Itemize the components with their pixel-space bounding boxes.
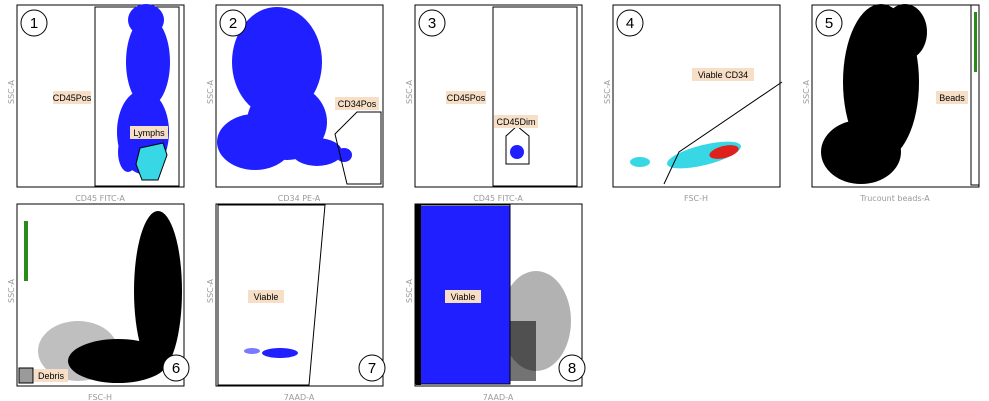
plot-frame (16, 4, 185, 188)
x-axis-label: CD45 FITC-A (473, 194, 523, 203)
gate-cd45pos (492, 6, 578, 187)
plot-panel-4: SSC-A FSC-H Viable CD34 4 (603, 4, 783, 203)
plot-frame (414, 4, 583, 188)
plot-panel-3: SSC-A CD45 FITC-A CD45Pos CD45Dim 3 (405, 4, 583, 203)
panel-number: 6 (172, 360, 180, 377)
panel-number: 2 (229, 15, 237, 32)
x-axis-label: 7AAD-A (284, 393, 315, 401)
gate-label-cd45dim: CD45Dim (496, 117, 535, 127)
gate-label-cd34pos: CD34Pos (338, 99, 377, 109)
panel-number: 5 (825, 15, 833, 32)
y-axis-label: SSC-A (7, 279, 16, 303)
gate-label-bg (446, 91, 486, 104)
plot-panel-7: SSC-A 7AAD-A Viable 7 (206, 203, 386, 401)
y-axis-label: SSC-A (405, 80, 414, 104)
panel-number: 1 (30, 15, 38, 32)
plot-panel-6: SSC-A FSC-H Debris 6 (7, 203, 190, 401)
panel-number-badge (358, 354, 386, 382)
gate-beads (970, 4, 980, 186)
scatter-events (630, 141, 741, 169)
panel-number-badge (616, 9, 644, 37)
y-axis-label: SSC-A (206, 279, 215, 303)
y-axis-label: SSC-A (802, 80, 811, 104)
gate-label-debris: Debris (38, 371, 65, 381)
panel-number-badge (162, 354, 190, 382)
scatter-events (24, 211, 182, 383)
gate-label-bg (335, 97, 379, 110)
gate-label-beads: Beads (939, 93, 965, 103)
y-axis-label: SSC-A (405, 279, 414, 303)
scatter-events (510, 145, 524, 159)
scatter-events (821, 4, 977, 184)
plot-frame (215, 203, 384, 387)
plot-panel-2: SSC-A CD34 PE-A CD34Pos 2 (206, 4, 384, 203)
plot-panel-8: SSC-A 7AAD-A Viable 8 (405, 203, 586, 401)
gate-label-lymphs: Lymphs (133, 128, 165, 138)
gate-label-bg (130, 126, 168, 139)
plot-frame (16, 203, 185, 387)
scatter-events (244, 348, 298, 358)
plot-panel-1: SSC-A CD45 FITC-A CD45Pos Lymphs 1 (7, 4, 185, 203)
gate-cd34pos (334, 111, 382, 185)
gate-label-bg (692, 68, 754, 81)
x-axis-label: CD45 FITC-A (75, 194, 125, 203)
panel-number: 4 (626, 15, 634, 32)
panel-number: 8 (568, 360, 576, 377)
gate-debris (18, 367, 34, 384)
gate-viable (415, 204, 511, 385)
x-axis-label: FSC-H (684, 194, 708, 203)
panel-number-badge (20, 9, 48, 37)
plot-frame (414, 203, 583, 387)
gate-viable-cd34 (663, 81, 783, 185)
gate-label-cd45pos: CD45Pos (447, 93, 486, 103)
y-axis-label: SSC-A (7, 80, 16, 104)
gate-label-cd45pos: CD45Pos (53, 93, 92, 103)
panel-number-badge (418, 9, 446, 37)
x-axis-label: 7AAD-A (483, 393, 514, 401)
gate-label-bg (445, 290, 481, 303)
gate-label-viable-cd34: Viable CD34 (698, 70, 748, 80)
plot-panel-5: SSC-A Trucount beads-A Beads 5 (802, 4, 980, 203)
gate-label-bg (248, 290, 284, 303)
panel-number-badge (558, 354, 586, 382)
gate-label-viable: Viable (451, 292, 476, 302)
gate-label-bg (34, 369, 68, 382)
gate-label-bg (936, 91, 968, 104)
panel-number: 7 (368, 360, 376, 377)
gate-viable (217, 204, 326, 386)
scatter-events (217, 7, 352, 170)
plot-frame (612, 4, 781, 188)
scatter-events (416, 205, 571, 385)
plot-frame (215, 4, 384, 188)
gate-lymphs-events (135, 142, 168, 181)
x-axis-label: Trucount beads-A (859, 194, 930, 203)
gate-label-viable: Viable (254, 292, 279, 302)
gate-label-bg (53, 91, 91, 104)
x-axis-label: CD34 PE-A (278, 194, 321, 203)
panel-number: 3 (428, 15, 436, 32)
x-axis-label: FSC-H (88, 393, 112, 401)
panel-number-badge (815, 9, 843, 37)
gate-label-bg (494, 115, 538, 128)
y-axis-label: SSC-A (603, 80, 612, 104)
scatter-events (117, 4, 170, 181)
y-axis-label: SSC-A (206, 80, 215, 104)
panel-number-badge (219, 9, 247, 37)
